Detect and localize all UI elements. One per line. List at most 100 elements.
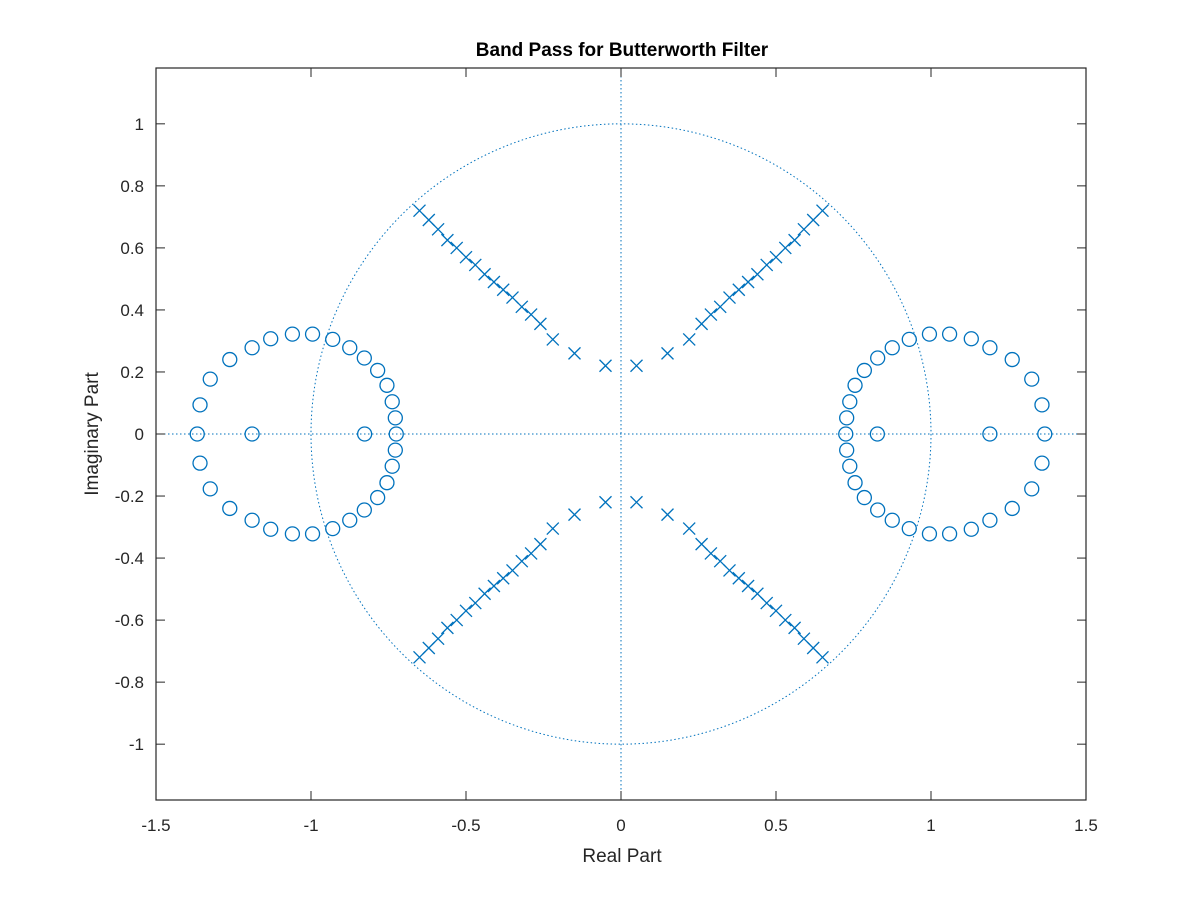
zero-marker <box>387 442 403 458</box>
zero-marker <box>856 489 872 506</box>
pole-marker <box>533 537 547 551</box>
pole-marker <box>478 587 492 601</box>
zero-marker <box>870 502 886 518</box>
pole-marker <box>630 359 643 373</box>
zero-marker <box>1034 455 1050 471</box>
pole-marker <box>599 359 612 373</box>
pole-marker <box>797 222 811 236</box>
pole-marker <box>459 604 473 618</box>
x-tick-label: -1 <box>303 816 318 835</box>
zero-marker <box>856 362 872 379</box>
pole-marker <box>630 495 643 509</box>
zero-marker <box>192 397 208 413</box>
zero-marker <box>869 426 886 442</box>
zero-marker <box>192 455 208 471</box>
zero-marker <box>384 394 400 410</box>
zero-marker <box>388 426 404 442</box>
zero-marker <box>202 481 218 497</box>
y-tick-label: -0.6 <box>115 611 144 630</box>
zero-marker <box>325 331 341 348</box>
y-tick-label: 0.2 <box>120 363 144 382</box>
zero-marker <box>901 520 917 537</box>
reference-lines <box>156 68 1086 800</box>
zero-marker <box>1024 371 1040 387</box>
zero-marker <box>244 340 260 356</box>
y-tick-label: -1 <box>129 735 144 754</box>
zero-marker <box>263 331 279 347</box>
y-tick-label: -0.8 <box>115 673 144 692</box>
x-tick-label: -0.5 <box>451 816 480 835</box>
pole-marker <box>750 267 764 281</box>
zero-marker <box>356 350 372 366</box>
zero-marker <box>1037 426 1053 442</box>
zero-marker <box>982 426 998 442</box>
zero-marker <box>870 350 886 366</box>
zero-marker <box>222 500 238 517</box>
pole-marker <box>599 495 612 509</box>
pole-marker <box>568 508 581 522</box>
zero-marker <box>284 526 301 542</box>
zero-marker <box>838 426 854 442</box>
pole-marker <box>496 571 510 585</box>
zero-marker <box>244 512 260 528</box>
y-tick-label: 0 <box>135 425 144 444</box>
x-tick-label: 0.5 <box>764 816 788 835</box>
pole-marker <box>788 233 802 247</box>
pole-marker <box>459 250 473 264</box>
zero-marker <box>356 426 373 442</box>
zero-marker <box>963 521 979 537</box>
pole-marker <box>713 554 727 568</box>
zero-marker <box>842 458 858 474</box>
x-tick-label: -1.5 <box>141 816 170 835</box>
x-tick-label: 0 <box>616 816 625 835</box>
pole-marker <box>487 275 501 289</box>
zero-marker <box>941 326 958 342</box>
zero-marker <box>941 526 958 542</box>
pole-marker <box>440 233 454 247</box>
zero-marker <box>842 394 858 410</box>
pole-marker <box>682 522 696 536</box>
pole-marker <box>769 250 783 264</box>
zero-marker <box>847 475 863 491</box>
pole-marker <box>750 587 764 601</box>
pole-marker <box>431 222 445 236</box>
zero-marker <box>1004 500 1020 517</box>
pole-marker <box>695 317 709 331</box>
y-tick-label: 1 <box>135 115 144 134</box>
zero-marker <box>369 362 386 379</box>
chart-title: Band Pass for Butterworth Filter <box>476 40 769 61</box>
zero-marker <box>244 426 260 442</box>
y-axis-label: Imaginary Part <box>82 372 103 496</box>
zero-marker <box>847 377 863 393</box>
y-tick-label: -0.2 <box>115 487 144 506</box>
pole-marker <box>713 300 727 314</box>
zero-marker <box>839 410 855 426</box>
pole-marker <box>546 522 560 536</box>
y-tick-label: 0.4 <box>120 301 144 320</box>
pole-marker <box>440 621 454 635</box>
zero-marker <box>356 502 372 518</box>
data-markers <box>189 204 1053 664</box>
y-tick-label: -0.4 <box>115 549 144 568</box>
x-axis-label: Real Part <box>582 846 662 867</box>
pole-marker <box>741 579 755 593</box>
zero-marker <box>387 410 403 426</box>
pole-marker <box>533 317 547 331</box>
y-tick-label: 0.8 <box>120 177 144 196</box>
zero-marker <box>963 331 979 347</box>
zero-marker <box>884 512 900 528</box>
zero-marker <box>1004 351 1020 368</box>
pole-marker <box>788 621 802 635</box>
zero-marker <box>369 489 386 506</box>
zero-marker <box>222 351 238 368</box>
x-tick-label: 1 <box>926 816 935 835</box>
zero-marker <box>379 475 395 491</box>
pole-marker <box>496 283 510 297</box>
pole-marker <box>732 571 746 585</box>
pole-marker <box>478 267 492 281</box>
x-tick-label: 1.5 <box>1074 816 1098 835</box>
zero-marker <box>884 340 900 356</box>
zero-marker <box>202 371 218 387</box>
zero-marker <box>982 340 998 356</box>
